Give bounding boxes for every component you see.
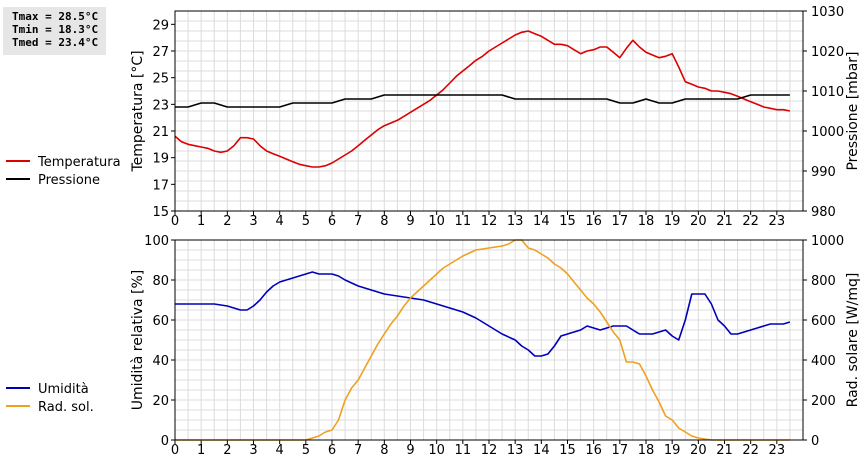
chart1-frame [174,10,804,212]
chart2-xtick-label: 21 [716,443,733,458]
chart1-series-temperatura [174,30,791,168]
chart1-series-pressione [175,94,790,108]
chart2-xtick-label: 23 [769,443,786,458]
chart1-ytick-label: 25 [152,72,169,87]
chart1-y2tick-label: 1010 [811,85,844,100]
chart1-xtick-label: 19 [664,214,681,229]
chart2-y2tick-label: 400 [811,354,836,369]
chart2-xtick-label: 11 [455,443,472,458]
chart1-y2tick-label: 1030 [811,5,844,20]
chart2-xtick-label: 10 [428,443,445,458]
chart1-ytick-label: 17 [152,178,169,193]
chart2-xtick-label: 18 [638,443,655,458]
tmax-label: Tmax = 28.5°C [12,10,99,23]
chart1-xtick-label: 17 [612,214,629,229]
chart2-xtick-label: 22 [742,443,759,458]
chart1-ytick-label: 23 [152,98,169,113]
chart2-xtick-label: 4 [276,443,284,458]
chart1-xtick-label: 14 [533,214,550,229]
chart1-xtick-label: 15 [559,214,576,229]
chart1-xtick-label: 2 [223,214,231,229]
chart2-xtick-label: 19 [664,443,681,458]
chart1-xtick-label: 10 [428,214,445,229]
chart2-ytick-label: 40 [152,354,169,369]
chart1-xtick-label: 0 [171,214,179,229]
chart2-series-rad-sol [175,239,790,441]
chart1-xtick-label: 22 [742,214,759,229]
chart1-y2tick-label: 990 [811,165,836,180]
chart1-xtick-label: 8 [380,214,388,229]
chart2-xtick-label: 3 [249,443,257,458]
chart1-y2tick-label: 980 [811,205,836,220]
chart2-ytick-label: 20 [152,394,169,409]
chart2-xtick-label: 7 [354,443,362,458]
chart2-ytick-label: 0 [161,434,169,449]
chart2-xtick-label: 13 [507,443,524,458]
chart2-frame [174,239,804,441]
chart1-xtick-label: 18 [638,214,655,229]
chart2-xtick-label: 8 [380,443,388,458]
tmed-label: Tmed = 23.4°C [12,36,99,49]
chart1-xtick-label: 11 [455,214,472,229]
chart1-xtick-label: 20 [690,214,707,229]
chart1-xtick-label: 23 [769,214,786,229]
chart1-y2label: Pressione [mbar] [845,51,860,170]
chart2-ylabel: Umidità relativa [%] [130,270,146,411]
chart1-xtick-label: 12 [481,214,498,229]
chart2-xtick-label: 17 [612,443,629,458]
chart1-legend-label: Temperatura [37,155,121,170]
chart1-xtick-label: 6 [328,214,336,229]
chart1-xtick-label: 3 [249,214,257,229]
chart1-ytick-label: 27 [152,45,169,60]
chart1-y2tick-label: 1020 [811,45,844,60]
chart1-ylabel: Temperatura [°C] [130,50,146,172]
chart2-xtick-label: 14 [533,443,550,458]
chart2-xtick-label: 1 [197,443,205,458]
chart2-xtick-label: 15 [559,443,576,458]
chart1-ytick-label: 19 [152,152,169,167]
chart2-ytick-label: 100 [144,234,169,249]
chart2-legend-label: Rad. sol. [38,400,94,415]
chart2-xtick-label: 12 [481,443,498,458]
chart2-xtick-label: 5 [302,443,310,458]
chart2-ytick-label: 60 [152,314,169,329]
chart1-xtick-label: 7 [354,214,362,229]
tmin-label: Tmin = 18.3°C [12,23,99,36]
chart1-xtick-label: 1 [197,214,205,229]
chart2-y2tick-label: 200 [811,394,836,409]
chart2-xtick-label: 6 [328,443,336,458]
chart1-ytick-label: 15 [152,205,169,220]
chart2-y2tick-label: 1000 [811,234,844,249]
chart1-xtick-label: 13 [507,214,524,229]
chart2-y2tick-label: 0 [811,434,819,449]
chart1-xtick-label: 9 [406,214,414,229]
chart1-xtick-label: 16 [585,214,602,229]
chart1-xtick-label: 5 [302,214,310,229]
chart1-xtick-label: 21 [716,214,733,229]
chart2-y2label: Rad. solare [W/mq] [845,273,860,408]
chart2-y2tick-label: 600 [811,314,836,329]
chart2-y2tick-label: 800 [811,274,836,289]
chart2-xtick-label: 9 [406,443,414,458]
chart2-xtick-label: 0 [171,443,179,458]
chart2-xtick-label: 16 [585,443,602,458]
chart1-ytick-label: 21 [152,125,169,140]
chart2-xtick-label: 20 [690,443,707,458]
chart2-ytick-label: 80 [152,274,169,289]
chart2-series-umidit [175,271,791,357]
chart1-y2tick-label: 1000 [811,125,844,140]
chart1-legend-label: Pressione [38,173,100,188]
chart1-xtick-label: 4 [276,214,284,229]
chart2-xtick-label: 2 [223,443,231,458]
chart2-legend-label: Umidità [38,382,89,397]
stats-box: Tmax = 28.5°C Tmin = 18.3°C Tmed = 23.4°… [3,7,106,55]
chart1-ytick-label: 29 [152,18,169,33]
